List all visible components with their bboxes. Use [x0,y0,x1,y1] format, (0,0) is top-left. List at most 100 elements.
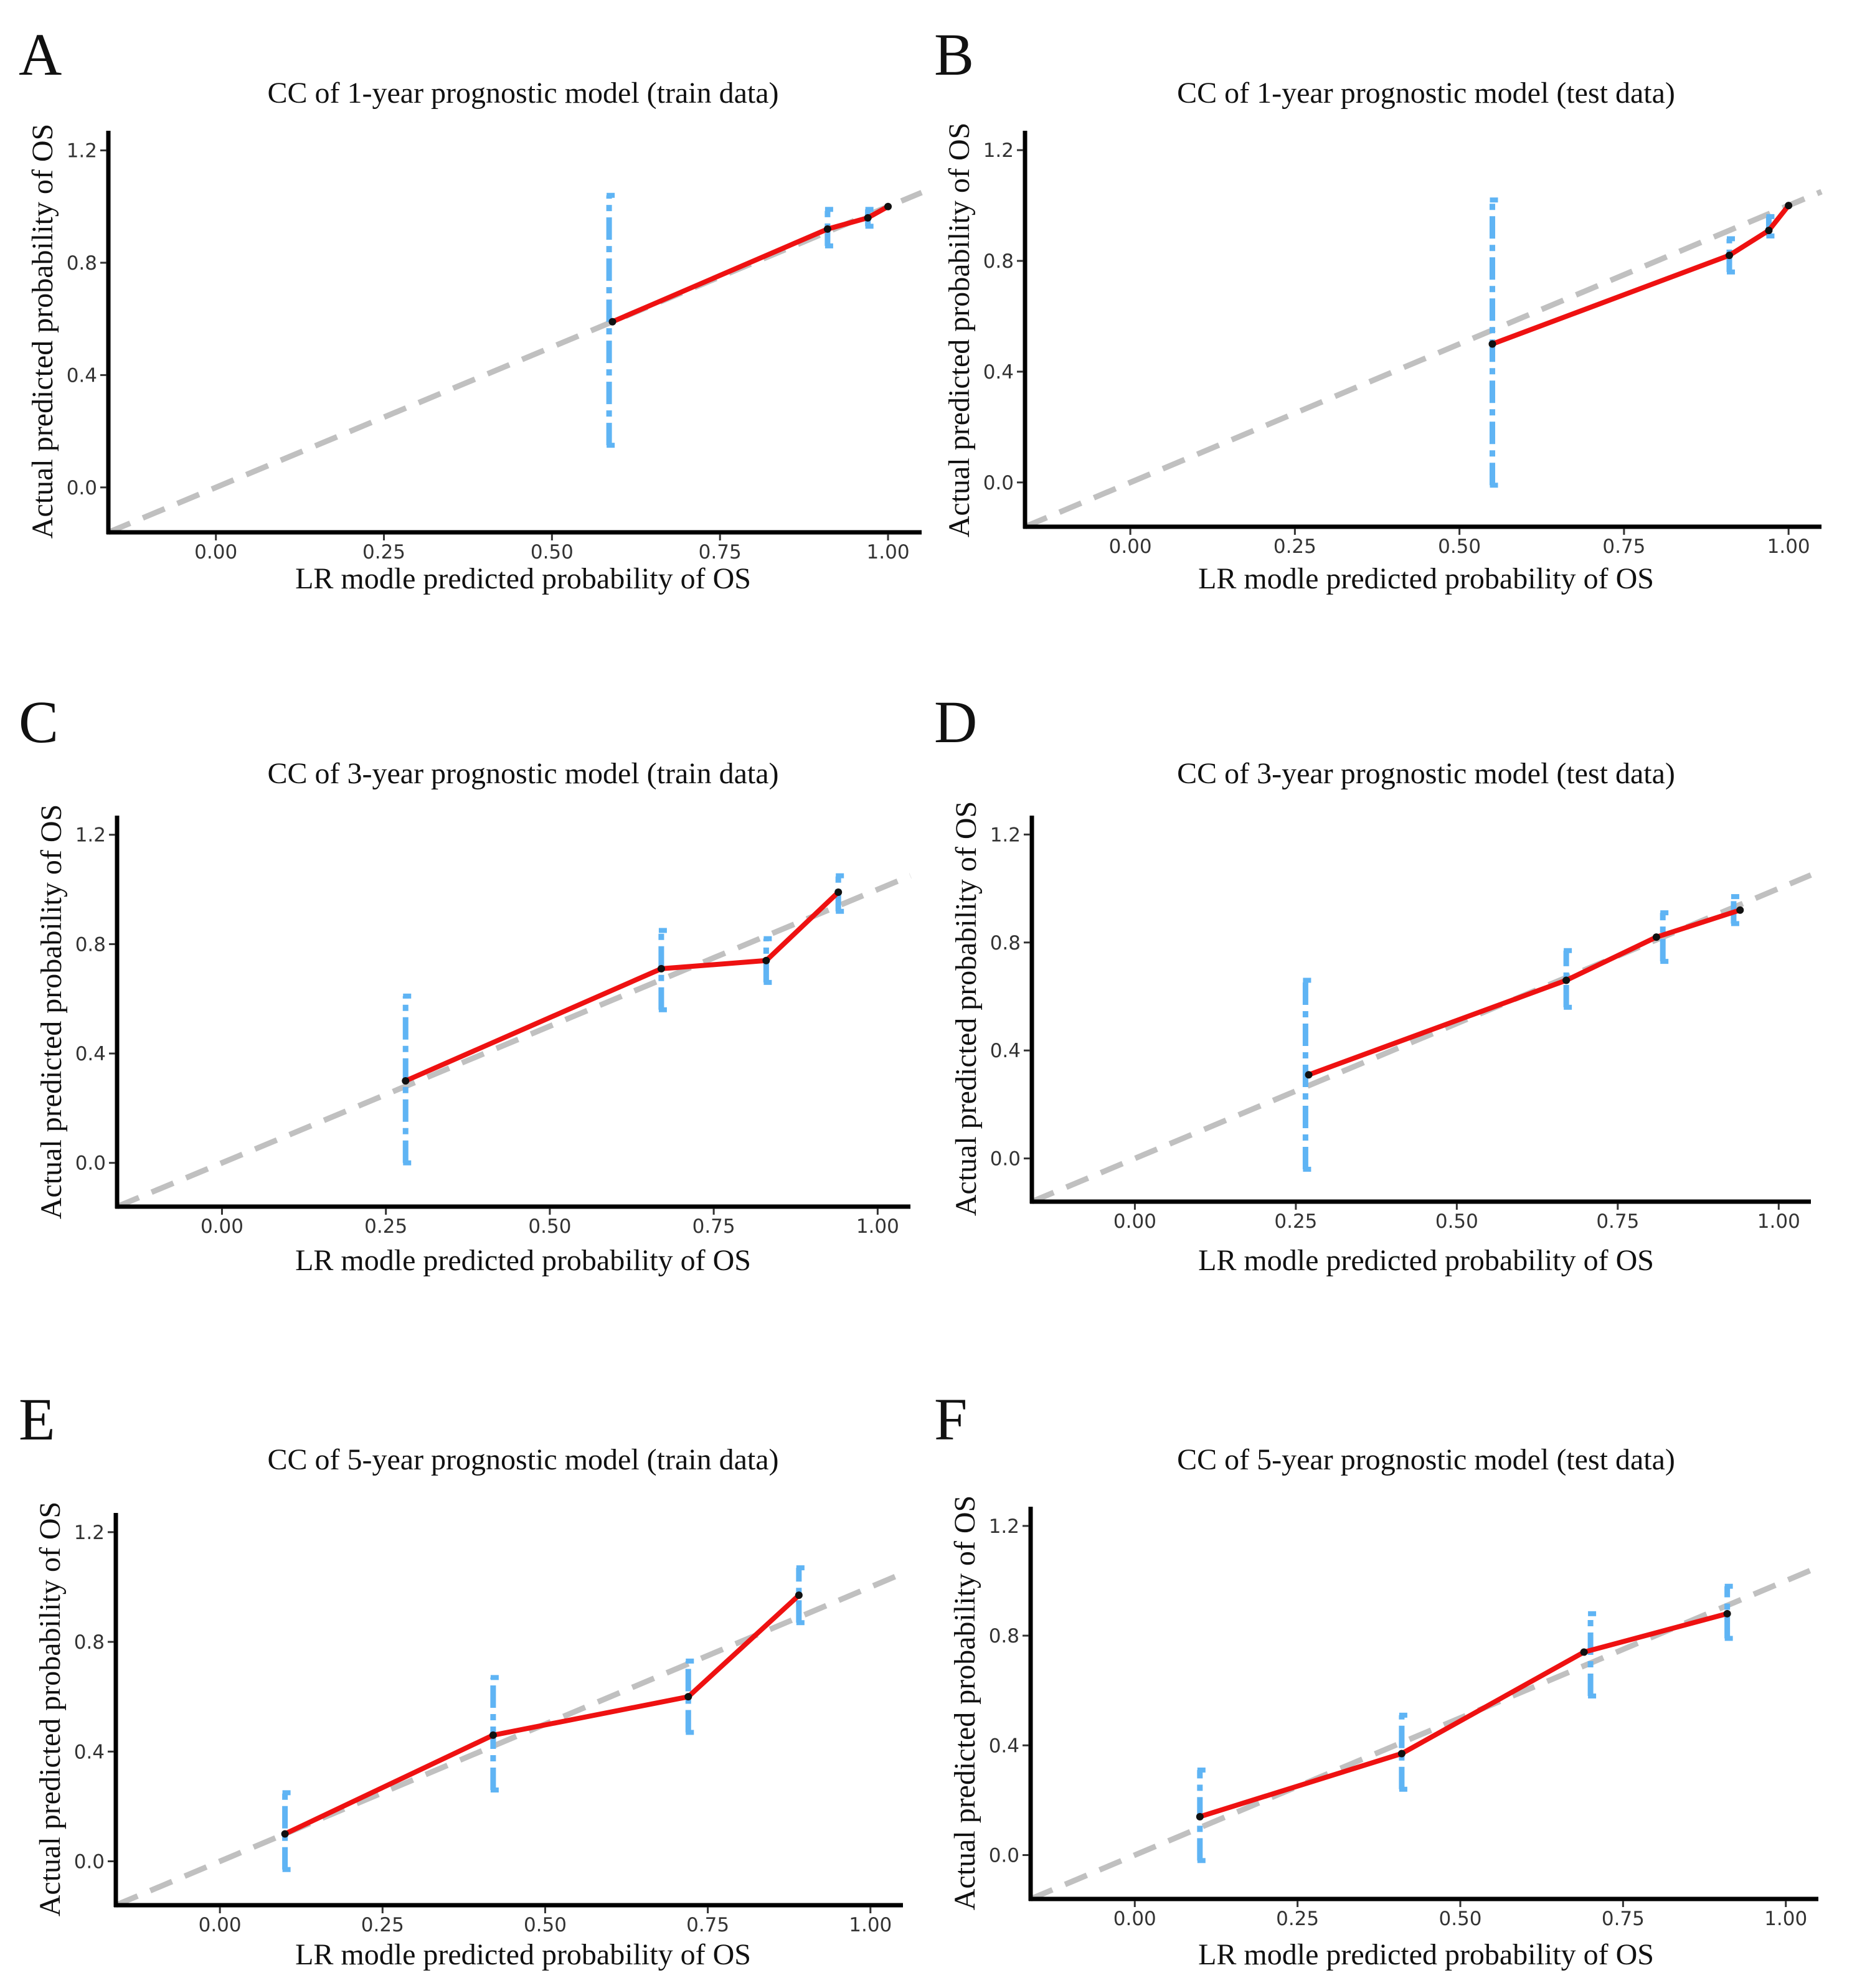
y-tick-label: 0.8 [983,250,1014,273]
panel-title: CC of 1-year prognostic model (train dat… [267,77,778,110]
panel-letter: C [19,689,59,755]
calibration-curve [1490,203,1792,347]
panel-letter: A [19,21,62,88]
calibration-curve [1306,907,1743,1078]
y-tick-label: 0.0 [74,1851,105,1873]
panel-e: E CC of 5-year prognostic model (train da… [19,1386,904,1971]
panel-letter: F [934,1386,967,1453]
x-tick-label: 0.50 [1435,1210,1478,1233]
data-point [1736,906,1744,914]
y-tick-label: 1.2 [74,1522,105,1544]
x-tick-label: 0.00 [1109,535,1152,558]
y-axis-label: Actual predicted probability of OS [943,123,976,538]
x-tick-label: 0.50 [1438,535,1481,558]
calibration-curve [610,204,891,324]
x-tick-label: 0.00 [199,1914,242,1936]
panel-b: B CC of 1-year prognostic model (test dat… [934,21,1823,595]
x-tick-label: 0.75 [1602,1908,1645,1930]
panel-f: F CC of 5-year prognostic model (test dat… [934,1386,1820,1971]
panel-a: A CC of 1-year prognostic model (train da… [19,21,923,595]
y-axis-label: Actual predicted probability of OS [34,1502,67,1917]
y-tick-label: 0.8 [74,1631,105,1654]
y-tick-label: 1.2 [75,824,106,847]
y-tick-label: 0.0 [67,477,97,499]
y-tick-label: 1.2 [990,824,1021,846]
panel-title: CC of 5-year prognostic model (train dat… [267,1443,778,1476]
x-tick-label: 0.50 [524,1914,567,1936]
ideal-diagonal-line [116,873,912,1210]
ideal-diagonal-line [115,1570,904,1908]
panel-letter: D [934,689,977,755]
data-point [795,1591,803,1599]
data-point [1305,1071,1313,1079]
ideal-diagonal-line [1024,189,1823,530]
data-point [1765,227,1773,235]
x-axis-label: LR modle predicted probability of OS [1198,1244,1654,1277]
y-tick-label: 0.8 [990,932,1021,954]
y-tick-label: 0.8 [75,933,106,956]
y-tick-label: 0.0 [990,1148,1021,1171]
data-point [823,225,831,233]
calibration-curve [1197,1611,1730,1819]
x-tick-label: 0.00 [201,1215,243,1238]
data-point [1726,252,1734,260]
calibration-curve [403,890,841,1083]
x-tick-label: 0.75 [692,1215,735,1238]
x-axis-label: LR modle predicted probability of OS [295,562,751,595]
y-tick-label: 0.8 [67,252,97,275]
y-tick-label: 0.4 [67,364,97,387]
panel-d: D CC of 3-year prognostic model (test dat… [934,689,1812,1277]
data-point [489,1731,497,1739]
data-point [608,318,617,326]
x-tick-label: 0.00 [1113,1908,1156,1930]
y-tick-label: 0.0 [983,472,1014,494]
data-point [402,1076,410,1085]
panel-letter: B [934,21,974,88]
x-axis-label: LR modle predicted probability of OS [295,1938,751,1971]
x-tick-label: 1.00 [867,541,910,563]
y-tick-label: 1.2 [989,1515,1019,1538]
x-tick-label: 0.50 [531,541,574,563]
y-tick-label: 0.8 [989,1625,1019,1647]
calibration-curve [282,1593,801,1837]
x-tick-label: 0.50 [1439,1908,1481,1930]
x-tick-label: 1.00 [856,1215,899,1238]
data-point [657,964,665,973]
x-tick-label: 1.00 [1767,535,1810,558]
data-point [834,888,843,896]
y-axis-label: Actual predicted probability of OS [26,124,59,539]
data-point [1785,202,1793,210]
panel-c: C CC of 3-year prognostic model (train da… [19,689,912,1277]
x-tick-label: 0.25 [361,1914,404,1936]
data-point [684,1693,692,1701]
data-point [1580,1648,1588,1656]
data-point [864,214,872,222]
y-axis-label: Actual predicted probability of OS [35,804,68,1220]
ideal-diagonal-line [1029,1564,1820,1902]
y-tick-label: 0.0 [75,1152,106,1175]
panel-title: CC of 1-year prognostic model (test data… [1177,77,1675,110]
data-point [1397,1750,1406,1758]
x-tick-label: 0.25 [1274,1210,1317,1233]
data-point [1196,1812,1204,1821]
data-point [884,202,892,210]
y-tick-label: 1.2 [983,139,1014,162]
data-point [281,1830,289,1838]
x-axis-label: LR modle predicted probability of OS [295,1244,751,1277]
x-tick-label: 0.25 [1276,1908,1319,1930]
data-point [1562,976,1571,984]
y-tick-label: 0.0 [989,1845,1019,1867]
y-tick-label: 0.4 [989,1735,1019,1757]
panel-title: CC of 3-year prognostic model (test data… [1177,757,1675,790]
y-tick-label: 0.4 [74,1741,105,1763]
y-tick-label: 0.4 [75,1043,106,1065]
y-tick-label: 1.2 [67,140,97,163]
panel-letter: E [19,1386,55,1453]
panel-title: CC of 3-year prognostic model (train dat… [267,757,778,790]
x-tick-label: 0.75 [1602,535,1645,558]
x-tick-label: 1.00 [1764,1908,1807,1930]
x-tick-label: 0.75 [686,1914,729,1936]
panel-title: CC of 5-year prognostic model (test data… [1177,1443,1675,1476]
x-axis-label: LR modle predicted probability of OS [1198,1938,1654,1971]
x-tick-label: 0.00 [1113,1210,1156,1233]
